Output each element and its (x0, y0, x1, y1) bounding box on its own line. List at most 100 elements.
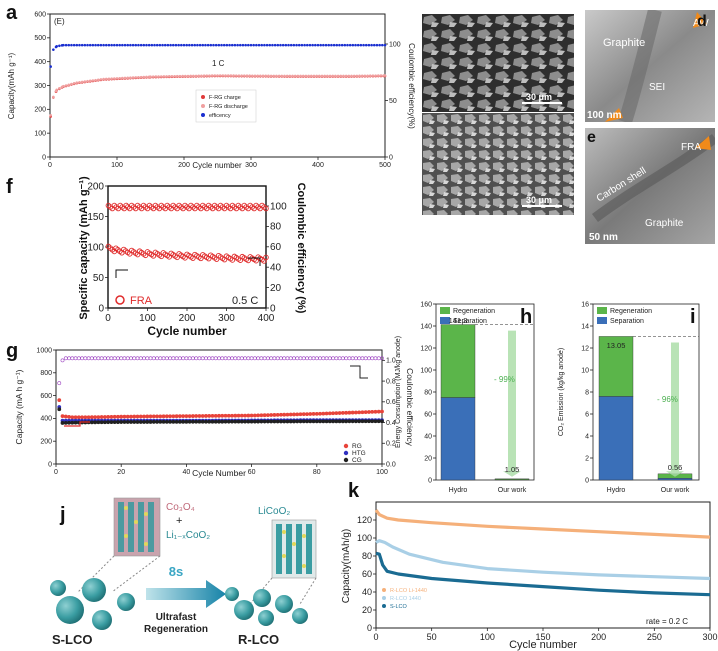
g-point-0-91 (354, 410, 358, 415)
a-point-2-121 (370, 43, 373, 47)
g-point-3-70 (285, 356, 290, 361)
g-point-3-35 (171, 356, 176, 361)
process-arrow (146, 580, 226, 608)
scale-b: 30 μm (526, 92, 552, 102)
g-point-0-62 (259, 413, 264, 418)
g-point-3-85 (334, 356, 339, 361)
g-point-3-47 (210, 356, 215, 361)
a-point-2-3 (55, 44, 58, 48)
g-point-0-88 (344, 410, 349, 415)
panel-g-y2label: Coulombic efficiency (405, 368, 415, 447)
f-xticks-2: 200 (179, 313, 196, 324)
g-point-0-33 (164, 414, 169, 419)
a-point-2-102 (319, 43, 322, 47)
g-point-3-38 (181, 356, 186, 361)
k-xticks-3: 150 (535, 632, 550, 642)
a-point-1-113 (347, 74, 351, 78)
f-xticks-3: 300 (218, 313, 235, 324)
k-yticks-0: 0 (367, 623, 372, 633)
a-point-1-33 (134, 76, 138, 79)
g-point-3-0 (57, 381, 62, 386)
scale-c: 30 μm (526, 195, 552, 205)
a-point-2-89 (284, 43, 288, 47)
g-point-0-44 (200, 414, 205, 418)
tem-image-e: Carbon shell FRA Graphite 50 nm e (585, 128, 715, 244)
a-point-2-81 (263, 43, 266, 47)
g-point-3-54 (233, 356, 238, 361)
g-point-0-99 (380, 409, 384, 414)
a-point-1-92 (291, 74, 294, 78)
g-point-0-34 (168, 414, 173, 419)
panel-label-h: h (520, 306, 533, 328)
g-point-2-12 (96, 420, 101, 425)
h-reduction-arrow (503, 330, 521, 477)
a-point-2-112 (346, 43, 349, 47)
h-bar-1-1 (494, 478, 530, 480)
g-point-2-69 (282, 419, 287, 424)
f-xticks-1: 100 (139, 313, 156, 324)
g-point-3-5 (73, 356, 78, 361)
g-point-0-9 (86, 415, 91, 420)
g-point-3-69 (282, 356, 287, 361)
a-point-1-46 (167, 75, 171, 78)
a-point-2-28 (121, 43, 124, 47)
a-xticks-5: 500 (379, 162, 391, 169)
a-point-2-97 (305, 43, 309, 47)
legend-marker-discharge (201, 104, 205, 108)
g-point-0-21 (125, 414, 130, 419)
g-point-3-41 (191, 356, 195, 361)
g-point-3-32 (161, 356, 166, 361)
a-point-1-60 (205, 74, 209, 77)
g-point-0-87 (340, 411, 345, 415)
a-point-1-55 (192, 74, 195, 78)
a-yticks-1: 100 (34, 131, 46, 138)
g-yticks-5: 1000 (36, 347, 52, 354)
g-point-0-28 (148, 414, 153, 419)
g-point-0-49 (217, 413, 221, 418)
a-point-1-57 (197, 74, 201, 78)
a-point-1-52 (184, 74, 187, 78)
g-point-3-87 (340, 356, 345, 361)
g-point-2-86 (337, 419, 342, 424)
g-y2ticks-4: 0.8 (386, 378, 396, 385)
f-yticks-0: 0 (98, 303, 104, 314)
k-legend-2: S-LCO (390, 604, 408, 610)
g-point-0-75 (301, 412, 306, 417)
g-point-2-10 (89, 420, 94, 425)
g-point-2-84 (331, 419, 336, 424)
particle (92, 610, 112, 630)
g-point-2-67 (275, 419, 280, 424)
a-point-2-44 (163, 43, 167, 47)
g-point-2-82 (324, 419, 329, 424)
g-point-2-90 (350, 419, 355, 424)
panel-i-chart: 0 2 4 6 8 10 12 14 16 Hydro Our work CO₂ Emissio… (558, 301, 700, 494)
g-point-2-85 (334, 419, 339, 424)
a-y2ticks-1: 50 (389, 98, 397, 105)
a-point-1-39 (149, 75, 152, 78)
a-point-2-45 (166, 43, 170, 47)
a-point-1-26 (115, 77, 119, 80)
g-point-3-15 (106, 356, 111, 361)
a-point-1-0 (49, 113, 52, 117)
a-point-2-47 (171, 43, 175, 47)
f-y2ticks-2: 40 (270, 263, 282, 274)
panel-a-y2label: Coulombic efficiency(%) (407, 43, 416, 129)
f-y2ticks-3: 60 (270, 242, 282, 253)
g-point-3-25 (138, 356, 143, 361)
g-point-0-39 (184, 414, 189, 419)
a-point-2-60 (206, 43, 210, 47)
a-point-2-11 (75, 43, 79, 47)
a-point-1-70 (232, 74, 235, 77)
a-point-2-33 (134, 43, 138, 47)
a-point-1-59 (202, 74, 206, 78)
g-point-3-45 (204, 356, 208, 361)
g-point-3-40 (187, 356, 192, 361)
a-point-2-65 (220, 43, 223, 47)
g-point-3-53 (230, 356, 234, 361)
g-point-3-88 (344, 356, 349, 361)
a-point-1-125 (379, 74, 383, 77)
g-point-2-28 (148, 420, 153, 424)
g-point-2-63 (262, 419, 267, 424)
a-point-2-39 (150, 43, 154, 47)
a-point-2-92 (292, 43, 296, 47)
